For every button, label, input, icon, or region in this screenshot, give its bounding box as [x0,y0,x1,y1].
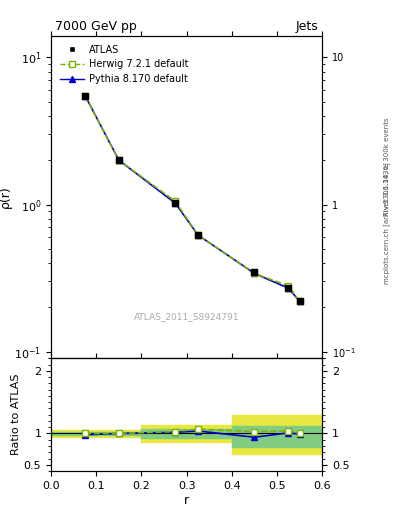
X-axis label: r: r [184,494,189,506]
Text: Rivet 3.1.10, ≥ 300k events: Rivet 3.1.10, ≥ 300k events [384,117,390,216]
Text: ATLAS_2011_S8924791: ATLAS_2011_S8924791 [134,312,239,321]
Text: mcplots.cern.ch [arXiv:1306.3436]: mcplots.cern.ch [arXiv:1306.3436] [384,162,391,284]
Y-axis label: Ratio to ATLAS: Ratio to ATLAS [11,374,21,456]
Legend: ATLAS, Herwig 7.2.1 default, Pythia 8.170 default: ATLAS, Herwig 7.2.1 default, Pythia 8.17… [56,40,193,88]
Text: Jets: Jets [296,20,318,33]
Y-axis label: ρ(r): ρ(r) [0,186,11,208]
Text: 7000 GeV pp: 7000 GeV pp [55,20,137,33]
